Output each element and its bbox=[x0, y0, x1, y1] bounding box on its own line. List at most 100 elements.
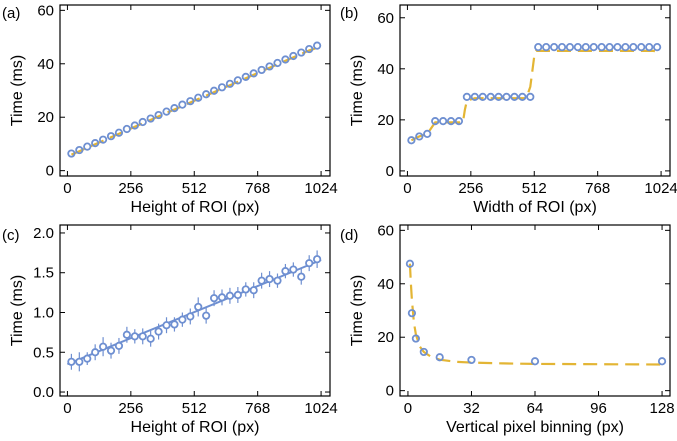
y-axis-label: Time (ms) bbox=[349, 55, 366, 126]
x-tick-label: 256 bbox=[458, 180, 483, 197]
y-tick-label: 20 bbox=[37, 109, 54, 126]
y-axis-label: Time (ms) bbox=[9, 275, 26, 346]
x-tick-label: 512 bbox=[522, 180, 547, 197]
data-point bbox=[597, 43, 606, 52]
x-axis-label: Vertical pixel binning (px) bbox=[446, 419, 624, 436]
x-tick-label: 768 bbox=[585, 180, 610, 197]
data-point bbox=[486, 92, 495, 101]
x-tick-label: 256 bbox=[118, 180, 143, 197]
data-point bbox=[502, 92, 511, 101]
data-point bbox=[478, 92, 487, 101]
data-point bbox=[106, 346, 116, 355]
data-point bbox=[83, 142, 92, 151]
data-point bbox=[257, 276, 266, 285]
data-point bbox=[122, 124, 131, 134]
data-point bbox=[629, 43, 638, 52]
x-tick-label: 0 bbox=[404, 400, 412, 417]
data-point bbox=[178, 100, 187, 109]
data-point bbox=[565, 43, 575, 52]
x-tick-label: 96 bbox=[590, 400, 607, 417]
y-tick-label: 0 bbox=[386, 383, 394, 400]
y-tick-label: 20 bbox=[377, 112, 394, 129]
data-point bbox=[407, 309, 417, 318]
x-tick-label: 1024 bbox=[644, 180, 677, 197]
data-point bbox=[138, 117, 147, 127]
data-point bbox=[439, 117, 448, 126]
y-tick-label: 0.0 bbox=[33, 384, 54, 401]
y-tick-label: 2.0 bbox=[33, 225, 54, 242]
data-point bbox=[170, 104, 179, 113]
data-point bbox=[534, 43, 543, 52]
data-point bbox=[257, 65, 266, 75]
data-point bbox=[423, 129, 432, 138]
x-tick-label: 1024 bbox=[304, 180, 337, 197]
data-point bbox=[411, 334, 420, 343]
data-point bbox=[446, 117, 456, 126]
data-point bbox=[657, 357, 667, 366]
y-tick-label: 60 bbox=[377, 222, 394, 239]
data-point bbox=[233, 76, 242, 85]
panel-label: (d) bbox=[340, 227, 358, 244]
data-point bbox=[637, 43, 646, 52]
data-point bbox=[313, 41, 322, 50]
y-tick-label: 1.5 bbox=[33, 265, 54, 282]
data-point bbox=[241, 285, 250, 294]
panel-b: 0 256 512 768 1024 0 20 40 60 Width of ROI (px) Ti… bbox=[340, 4, 677, 216]
panel-label: (c) bbox=[2, 227, 20, 244]
data-point bbox=[653, 43, 662, 52]
data-point bbox=[186, 97, 195, 106]
data-point bbox=[613, 43, 622, 52]
x-tick-label: 0 bbox=[403, 180, 411, 197]
y-axis-label: Time (ms) bbox=[349, 275, 366, 346]
data-point bbox=[202, 90, 211, 99]
data-point bbox=[589, 43, 598, 52]
data-point bbox=[225, 291, 235, 300]
plot-frame bbox=[59, 224, 331, 397]
data-point bbox=[273, 276, 282, 285]
plot-frame bbox=[399, 4, 671, 177]
data-point bbox=[202, 311, 211, 320]
data-point bbox=[419, 347, 428, 357]
x-tick-label: 512 bbox=[182, 180, 207, 197]
data-point bbox=[289, 265, 298, 274]
data-point bbox=[233, 290, 242, 300]
model-dashed-line bbox=[410, 49, 662, 142]
data-point bbox=[645, 43, 654, 52]
data-point bbox=[130, 332, 139, 341]
panel-c: 0 256 512 768 1024 0.0 0.5 1.0 1.5 2.0 Height of R… bbox=[2, 224, 338, 436]
x-axis-label: Height of ROI (px) bbox=[131, 199, 260, 216]
data-point bbox=[297, 272, 306, 281]
data-point bbox=[530, 357, 540, 366]
data-point bbox=[154, 110, 163, 120]
data-point bbox=[138, 332, 147, 341]
data-point bbox=[209, 294, 219, 303]
data-point bbox=[114, 341, 124, 350]
data-point bbox=[518, 92, 527, 101]
x-tick-label: 768 bbox=[245, 400, 270, 417]
x-tick-label: 256 bbox=[118, 400, 143, 417]
data-point bbox=[549, 43, 559, 52]
y-tick-label: 20 bbox=[377, 329, 394, 346]
y-tick-label: 40 bbox=[377, 276, 394, 293]
data-point bbox=[91, 139, 100, 148]
data-point bbox=[162, 321, 171, 330]
data-point bbox=[75, 357, 84, 366]
panel-d: 0 32 64 96 128 0 20 40 60 Vertical pixel binning … bbox=[340, 222, 675, 436]
data-point bbox=[313, 255, 322, 264]
data-point bbox=[605, 43, 614, 52]
x-axis-label: Height of ROI (px) bbox=[131, 419, 260, 436]
data-point bbox=[91, 348, 100, 357]
data-point bbox=[83, 354, 92, 363]
data-point bbox=[431, 117, 440, 126]
data-point bbox=[573, 43, 582, 52]
x-tick-label: 1024 bbox=[304, 400, 337, 417]
plot-frame bbox=[59, 4, 331, 177]
x-tick-label: 32 bbox=[463, 400, 480, 417]
data-point bbox=[170, 320, 179, 329]
x-tick-label: 0 bbox=[63, 400, 71, 417]
model-dashed-line bbox=[408, 263, 663, 366]
data-point bbox=[130, 121, 139, 130]
data-point bbox=[194, 302, 203, 312]
data-point bbox=[75, 145, 84, 155]
